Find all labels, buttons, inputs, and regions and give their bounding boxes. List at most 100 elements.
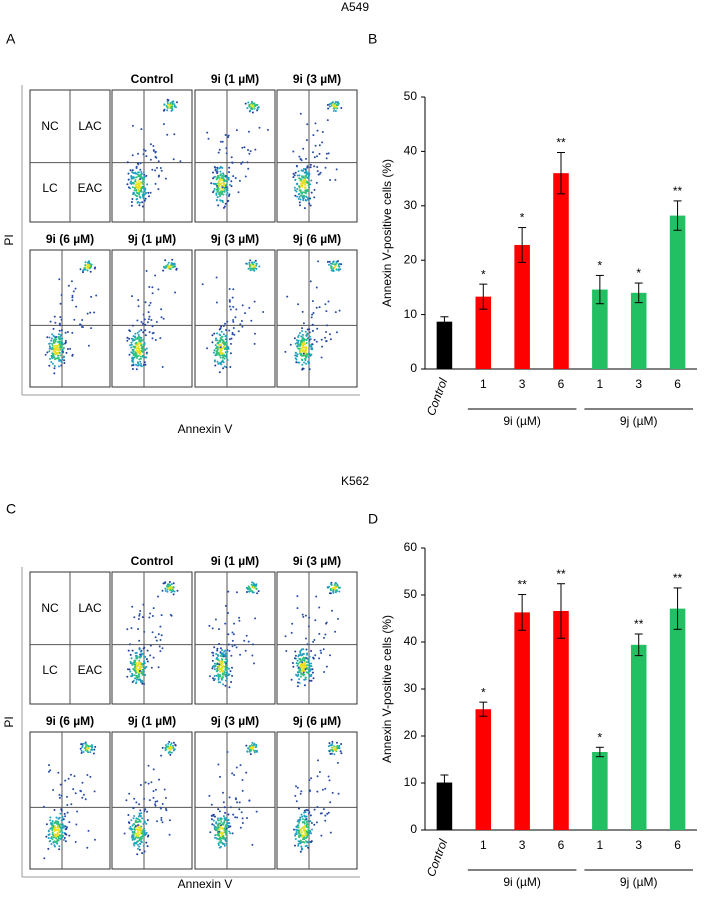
event-dot — [136, 853, 139, 856]
event-dot — [151, 332, 154, 335]
event-dot — [249, 744, 252, 747]
event-dot — [138, 358, 141, 361]
event-dot — [136, 820, 138, 823]
event-dot — [226, 751, 229, 753]
event-dot — [159, 650, 162, 653]
event-dot — [132, 181, 135, 184]
event-dot — [58, 329, 61, 332]
event-dot — [82, 742, 85, 745]
event-dot — [210, 818, 213, 821]
event-dot — [315, 306, 318, 309]
event-dot — [310, 179, 313, 182]
event-dot — [314, 122, 317, 125]
event-dot — [132, 817, 135, 820]
event-dot — [220, 325, 223, 328]
event-dot — [225, 677, 228, 680]
event-dot — [221, 186, 224, 189]
event-dot — [59, 302, 62, 305]
event-dot — [302, 339, 305, 342]
event-dot — [53, 348, 56, 351]
event-dot — [297, 844, 300, 847]
event-dot — [296, 595, 299, 598]
event-dot — [241, 822, 244, 824]
bar — [630, 644, 647, 830]
event-dot — [135, 665, 138, 668]
event-dot — [50, 843, 53, 846]
bar — [553, 173, 569, 369]
event-dot — [222, 188, 225, 191]
event-dot — [298, 832, 301, 835]
event-dot — [316, 129, 319, 132]
event-dot — [165, 265, 168, 268]
event-dot — [316, 170, 319, 173]
event-dot — [130, 341, 133, 344]
event-dot — [51, 827, 54, 830]
event-dot — [306, 643, 309, 646]
event-dot — [302, 354, 305, 357]
event-dot — [214, 183, 217, 186]
bar — [436, 321, 453, 369]
event-dot — [325, 310, 328, 313]
event-dot — [138, 639, 141, 642]
event-dot — [211, 659, 214, 662]
event-dot — [130, 827, 133, 830]
event-dot — [156, 820, 158, 823]
event-dot — [142, 177, 144, 180]
y-tick-label: 40 — [404, 634, 418, 648]
event-dot — [301, 818, 304, 821]
event-dot — [163, 582, 166, 585]
event-dot — [212, 824, 215, 827]
event-dot — [224, 322, 226, 325]
event-dot — [132, 806, 135, 809]
event-dot — [335, 105, 338, 108]
event-dot — [51, 820, 54, 823]
event-dot — [171, 589, 174, 591]
event-dot — [90, 295, 93, 298]
event-dot — [61, 337, 63, 340]
event-dot — [256, 108, 259, 111]
event-dot — [301, 821, 304, 824]
event-dot — [220, 658, 223, 661]
event-dot — [141, 346, 144, 349]
event-dot — [232, 288, 235, 291]
event-dot — [60, 837, 63, 840]
event-dot — [300, 675, 302, 678]
event-dot — [307, 182, 309, 184]
event-dot — [229, 366, 232, 368]
event-dot — [136, 195, 139, 198]
event-dot — [138, 201, 141, 204]
event-dot — [94, 266, 97, 269]
event-dot — [228, 288, 231, 290]
event-dot — [89, 775, 92, 778]
event-dot — [305, 195, 308, 198]
event-dot — [141, 662, 144, 665]
event-dot — [247, 588, 249, 591]
event-dot — [301, 815, 304, 818]
event-dot — [327, 745, 330, 748]
event-dot — [336, 746, 339, 749]
event-dot — [90, 265, 93, 268]
event-dot — [299, 204, 301, 207]
event-dot — [137, 828, 139, 831]
event-dot — [225, 668, 228, 671]
event-dot — [247, 101, 250, 104]
event-dot — [144, 334, 147, 337]
event-dot — [217, 674, 220, 677]
event-dot — [308, 352, 311, 355]
event-dot — [299, 839, 302, 842]
event-dot — [237, 330, 240, 333]
event-dot — [134, 338, 137, 341]
event-dot — [53, 367, 56, 370]
event-dot — [93, 748, 96, 751]
event-dot — [298, 201, 301, 204]
event-dot — [86, 312, 89, 315]
event-dot — [252, 104, 255, 107]
event-dot — [217, 842, 220, 845]
event-dot — [61, 816, 64, 818]
event-dot — [140, 344, 143, 347]
event-dot — [250, 261, 253, 264]
event-dot — [299, 112, 302, 115]
panel-title: 9j (1 µM) — [128, 714, 176, 728]
event-dot — [141, 817, 144, 820]
event-dot — [136, 656, 139, 659]
